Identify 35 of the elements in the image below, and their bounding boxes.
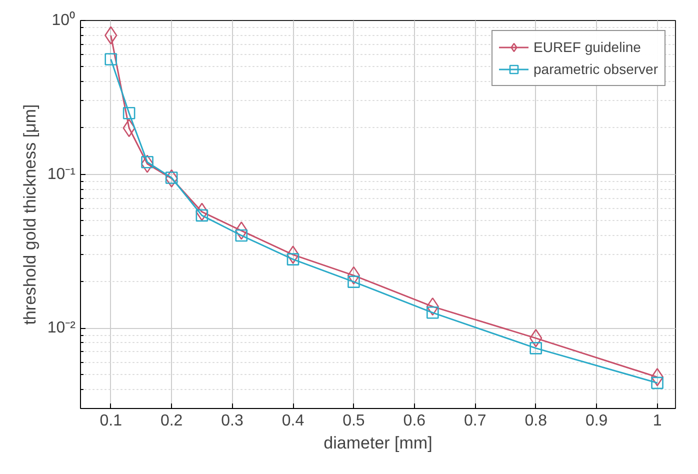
point — [165, 172, 178, 184]
point — [651, 376, 664, 390]
point — [140, 154, 154, 173]
point — [347, 266, 360, 285]
point — [104, 53, 118, 66]
y-tick-label: 10⁰ — [52, 11, 76, 29]
point — [235, 222, 248, 240]
x-tick-label: 0.9 — [585, 412, 608, 430]
legend-label: parametric observer — [534, 61, 658, 77]
point — [196, 202, 208, 221]
point — [286, 253, 300, 266]
point — [426, 306, 439, 319]
x-tick-label: 1 — [652, 412, 662, 430]
x-tick-label: 0.2 — [160, 412, 183, 430]
point — [286, 246, 300, 264]
legend-label: EUREF guideline — [534, 39, 641, 55]
point — [196, 209, 208, 222]
point — [530, 342, 542, 354]
y-tick-label: 10⁻² — [47, 320, 76, 337]
y-axis-title: threshold gold thickness [μm] — [20, 104, 40, 325]
point — [235, 229, 248, 242]
x-tick-label: 0.8 — [524, 412, 548, 430]
y-tick-label: 10⁻¹ — [47, 166, 76, 183]
point — [141, 156, 154, 168]
point — [348, 276, 360, 288]
x-tick-label: 0.1 — [100, 412, 122, 430]
point — [122, 106, 136, 120]
x-tick-label: 0.3 — [221, 412, 244, 430]
x-tick-label: 0.4 — [282, 412, 304, 430]
point — [530, 329, 542, 348]
point — [650, 368, 664, 386]
x-axis-title: diameter [mm] — [324, 434, 432, 452]
x-tick-label: 0.7 — [464, 412, 486, 430]
x-tick-label: 0.5 — [342, 412, 365, 430]
x-tick-label: 0.6 — [403, 412, 426, 430]
